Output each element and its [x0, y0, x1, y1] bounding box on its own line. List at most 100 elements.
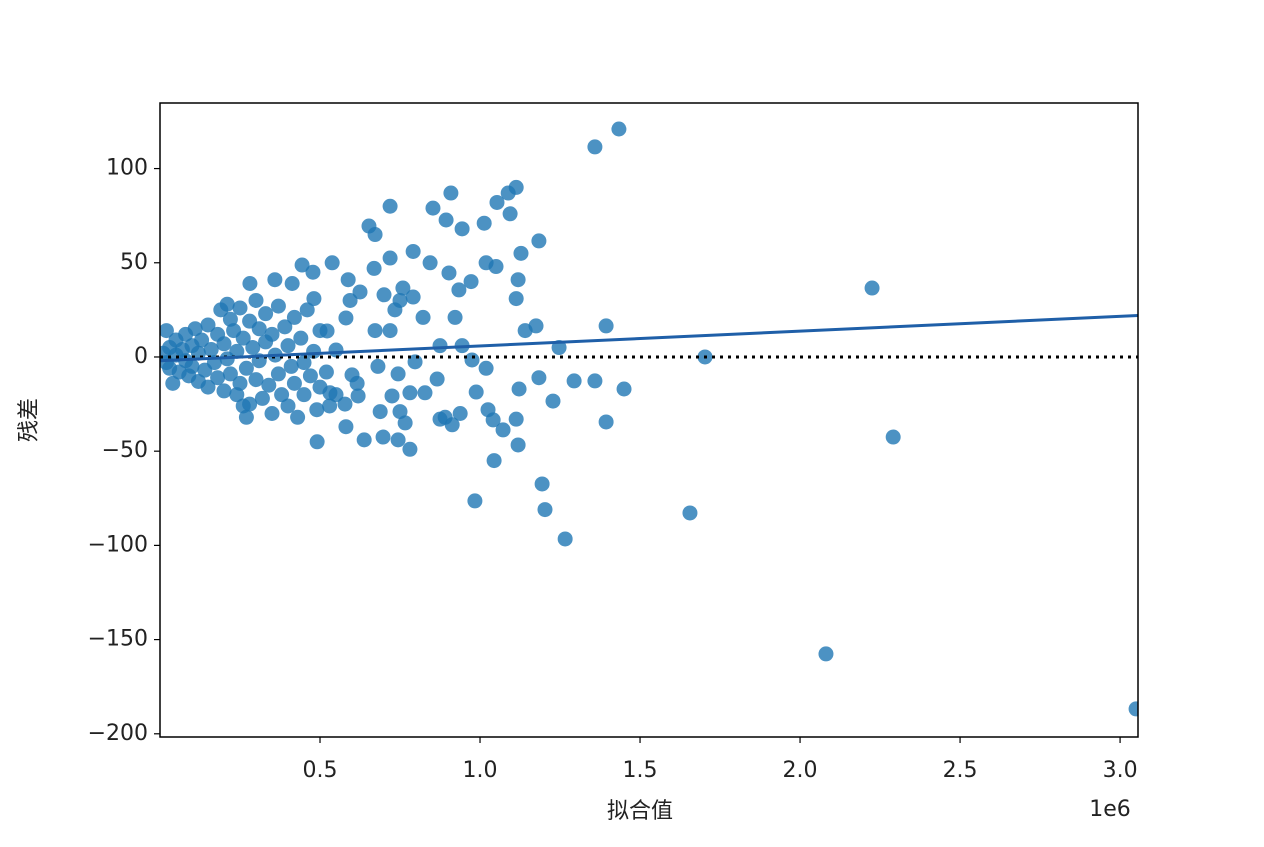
residual-point: [322, 398, 338, 414]
residual-point: [270, 366, 286, 382]
residual-point: [200, 317, 216, 333]
residual-point: [235, 330, 251, 346]
residual-point: [864, 280, 880, 296]
residual-point: [390, 432, 406, 448]
residual-point: [417, 385, 433, 401]
residual-point: [356, 432, 372, 448]
residual-point: [328, 342, 344, 358]
residual-point: [376, 287, 392, 303]
residual-point: [508, 291, 524, 307]
residual-point: [210, 370, 226, 386]
residual-point: [370, 358, 386, 374]
residual-point: [165, 375, 181, 391]
residual-point: [382, 323, 398, 339]
residual-point: [219, 296, 235, 312]
residual-point: [598, 318, 614, 334]
y-axis-label: 残差: [17, 398, 42, 442]
residual-point: [441, 265, 457, 281]
residual-point: [885, 429, 901, 445]
y-tick-label: −100: [88, 532, 148, 557]
residual-point: [293, 330, 309, 346]
residual-point: [302, 368, 318, 384]
residual-point: [264, 405, 280, 421]
residual-point: [476, 215, 492, 231]
residual-point: [349, 375, 365, 391]
residual-point: [280, 398, 296, 414]
residual-point: [402, 385, 418, 401]
residual-point: [254, 390, 270, 406]
residual-point: [557, 531, 573, 547]
residual-point: [510, 272, 526, 288]
residual-point: [447, 309, 463, 325]
residual-point: [294, 257, 310, 273]
residual-point: [258, 306, 274, 322]
residual-point: [382, 198, 398, 214]
residual-point: [264, 326, 280, 342]
residual-point: [232, 375, 248, 391]
residual-point: [443, 185, 459, 201]
residual-point: [238, 409, 254, 425]
residual-point: [286, 375, 302, 391]
residual-point: [296, 387, 312, 403]
residual-point: [248, 372, 264, 388]
residual-point: [203, 341, 219, 357]
residual-point: [306, 291, 322, 307]
residual-point: [405, 243, 421, 259]
residual-point: [495, 422, 511, 438]
residual-point: [392, 292, 408, 308]
residual-point: [545, 393, 561, 409]
residual-point: [245, 340, 261, 356]
residual-point: [232, 300, 248, 316]
residual-point: [415, 309, 431, 325]
residual-point: [280, 338, 296, 354]
residual-point: [818, 646, 834, 662]
residual-point: [392, 404, 408, 420]
residual-point: [432, 338, 448, 354]
residual-point: [486, 453, 502, 469]
x-offset-text: 1e6: [1089, 797, 1131, 822]
residual-point: [375, 429, 391, 445]
residual-point: [425, 200, 441, 216]
x-tick-label: 0.5: [303, 758, 338, 783]
residual-point: [312, 379, 328, 395]
residual-point: [432, 411, 448, 427]
residual-point: [467, 493, 483, 509]
residual-point: [454, 221, 470, 237]
residual-point: [517, 323, 533, 339]
residual-point: [480, 402, 496, 418]
residual-point: [160, 323, 174, 339]
plot-area: [160, 121, 1138, 717]
residual-point: [587, 139, 603, 155]
x-tick-label: 3.0: [1103, 758, 1138, 783]
residual-point: [340, 272, 356, 288]
residual-point: [616, 381, 632, 397]
residual-point: [290, 409, 306, 425]
residual-point: [367, 323, 383, 339]
residual-point: [402, 441, 418, 457]
residual-point: [242, 275, 258, 291]
residual-point: [429, 371, 445, 387]
x-tick-label: 1.5: [623, 758, 658, 783]
axes-frame: [159, 102, 1139, 738]
residual-point: [534, 476, 550, 492]
residual-point: [187, 321, 203, 337]
residual-point: [395, 280, 411, 296]
y-tick-label: 100: [106, 156, 148, 181]
y-tick-label: 50: [120, 250, 148, 275]
y-tick-label: 0: [134, 344, 148, 369]
x-axis-label: 拟合值: [607, 799, 673, 824]
residual-point: [500, 185, 516, 201]
residual-point: [566, 373, 582, 389]
residual-point: [286, 309, 302, 325]
residual-point: [468, 384, 484, 400]
residual-point: [397, 415, 413, 431]
residual-point: [390, 366, 406, 382]
residual-point: [464, 352, 480, 368]
residual-point: [513, 245, 529, 261]
residual-point: [342, 292, 358, 308]
residual-point: [422, 255, 438, 271]
residual-point: [338, 419, 354, 435]
residual-point: [338, 310, 354, 326]
residual-point: [366, 260, 382, 276]
